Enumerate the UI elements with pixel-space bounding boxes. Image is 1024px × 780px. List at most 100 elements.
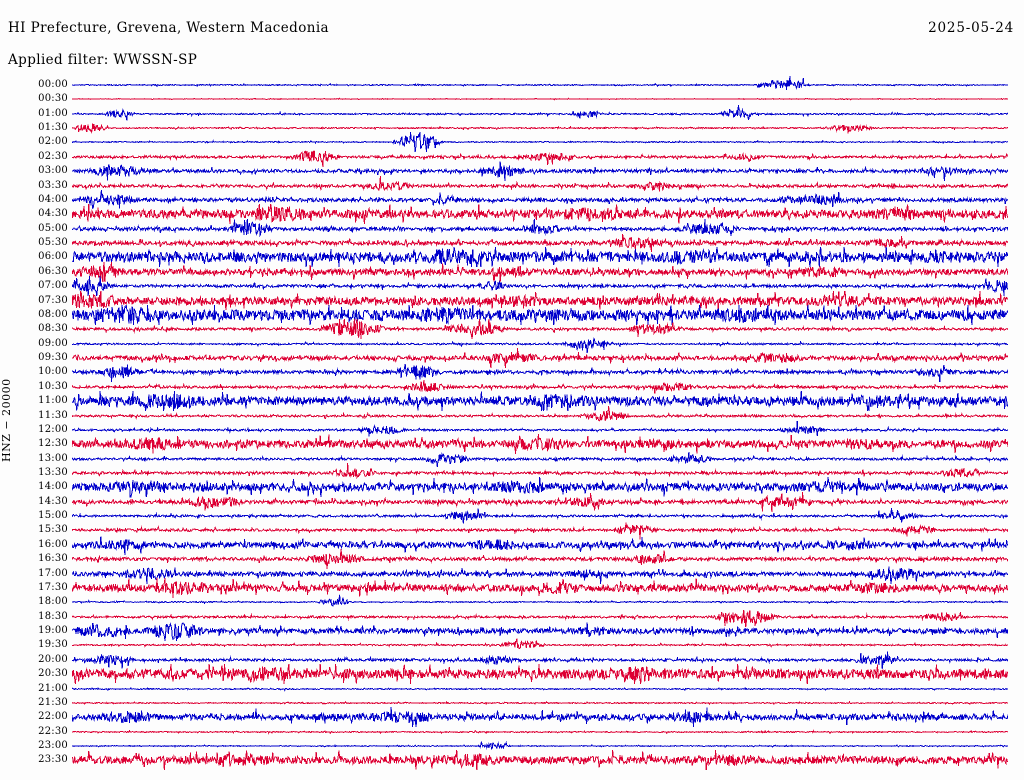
trace-row: 22:30 (0, 726, 1024, 741)
row-time-label: 10:00 (38, 366, 68, 378)
trace-row: 08:00 (0, 304, 1024, 325)
seismic-trace (72, 522, 1008, 540)
seismic-trace (72, 261, 1008, 282)
row-time-label: 14:30 (38, 495, 68, 507)
applied-filter-label: Applied filter: WWSSN-SP (8, 52, 198, 68)
seismic-trace (72, 290, 1008, 311)
trace-row: 04:30 (0, 204, 1024, 225)
trace-row: 02:00 (0, 132, 1024, 153)
trace-row: 03:30 (0, 175, 1024, 195)
row-time-label: 13:30 (38, 466, 68, 478)
trace-row: 10:30 (0, 379, 1024, 396)
trace-row: 20:30 (0, 664, 1024, 685)
trace-row: 21:00 (0, 682, 1024, 698)
row-time-label: 21:00 (38, 682, 68, 694)
seismic-trace (72, 536, 1008, 555)
seismic-trace (72, 750, 1008, 771)
seismic-trace (72, 364, 1008, 383)
seismic-trace (72, 686, 1008, 691)
trace-row: 00:30 (0, 94, 1024, 108)
trace-row: 05:00 (0, 218, 1024, 238)
row-time-label: 04:00 (38, 193, 68, 205)
trace-row: 14:00 (0, 477, 1024, 498)
row-time-label: 12:00 (38, 423, 68, 435)
row-time-label: 11:00 (38, 395, 68, 407)
row-time-label: 18:00 (38, 596, 68, 608)
seismic-trace (72, 123, 1008, 134)
trace-row: 17:00 (0, 566, 1024, 584)
trace-row: 15:30 (0, 522, 1024, 540)
trace-row: 12:00 (0, 420, 1024, 439)
trace-row: 22:00 (0, 707, 1024, 728)
seismic-trace (72, 161, 1008, 182)
row-time-label: 22:00 (38, 711, 68, 723)
seismic-trace (72, 348, 1008, 368)
seismic-trace (72, 491, 1008, 512)
seismic-trace (72, 622, 1008, 641)
trace-row: 23:00 (0, 741, 1024, 755)
trace-row: 13:00 (0, 451, 1024, 468)
trace-row: 04:00 (0, 190, 1024, 210)
seismic-trace (72, 700, 1008, 706)
seismic-trace (72, 190, 1008, 210)
seismic-trace (72, 204, 1008, 225)
trace-row: 07:00 (0, 276, 1024, 297)
row-time-label: 04:30 (38, 208, 68, 220)
trace-row: 13:30 (0, 463, 1024, 482)
trace-row: 02:30 (0, 150, 1024, 167)
seismic-trace (72, 276, 1008, 297)
seismic-trace (72, 304, 1008, 325)
row-time-label: 21:30 (38, 696, 68, 708)
trace-row: 06:30 (0, 261, 1024, 282)
row-time-label: 16:00 (38, 538, 68, 550)
seismic-trace (72, 638, 1008, 650)
trace-row: 12:30 (0, 434, 1024, 455)
trace-row: 08:30 (0, 319, 1024, 340)
row-time-label: 17:00 (38, 567, 68, 579)
trace-row: 18:00 (0, 595, 1024, 611)
seismic-trace (72, 247, 1008, 268)
seismic-trace (72, 379, 1008, 394)
trace-row: 23:30 (0, 750, 1024, 771)
row-time-label: 20:30 (38, 668, 68, 680)
seismic-trace (72, 319, 1008, 340)
seismic-trace (72, 97, 1008, 101)
row-time-label: 15:30 (38, 524, 68, 536)
record-date: 2025-05-24 (928, 20, 1014, 36)
seismic-trace (72, 233, 1008, 253)
trace-row: 11:00 (0, 391, 1024, 411)
trace-row: 07:30 (0, 290, 1024, 311)
trace-row: 16:00 (0, 536, 1024, 555)
seismic-trace (72, 451, 1008, 467)
row-time-label: 10:30 (38, 380, 68, 392)
trace-row: 19:00 (0, 622, 1024, 641)
trace-row: 19:30 (0, 638, 1024, 654)
trace-row: 10:00 (0, 364, 1024, 383)
page-title: HI Prefecture, Grevena, Western Macedoni… (8, 20, 329, 36)
trace-row: 11:30 (0, 405, 1024, 425)
row-time-label: 16:30 (38, 553, 68, 565)
row-time-label: 18:30 (38, 610, 68, 622)
trace-row: 15:00 (0, 508, 1024, 525)
seismic-trace (72, 651, 1008, 669)
row-time-label: 08:30 (38, 323, 68, 335)
row-time-label: 23:30 (38, 754, 68, 766)
seismic-trace (72, 175, 1008, 192)
seismic-trace (72, 405, 1008, 422)
row-time-label: 06:00 (38, 251, 68, 263)
row-time-label: 12:30 (38, 438, 68, 450)
seismic-trace (72, 707, 1008, 728)
row-time-label: 09:30 (38, 352, 68, 364)
trace-row: 00:00 (0, 75, 1024, 94)
seismic-trace (72, 150, 1008, 167)
trace-row: 14:30 (0, 491, 1024, 512)
trace-row: 16:30 (0, 549, 1024, 570)
seismic-trace (72, 609, 1008, 627)
row-time-label: 07:00 (38, 280, 68, 292)
row-time-label: 19:00 (38, 625, 68, 637)
seismic-trace (72, 463, 1008, 479)
row-time-label: 19:30 (38, 639, 68, 651)
row-time-label: 03:00 (38, 165, 68, 177)
row-time-label: 14:00 (38, 481, 68, 493)
seismic-trace (72, 132, 1008, 153)
